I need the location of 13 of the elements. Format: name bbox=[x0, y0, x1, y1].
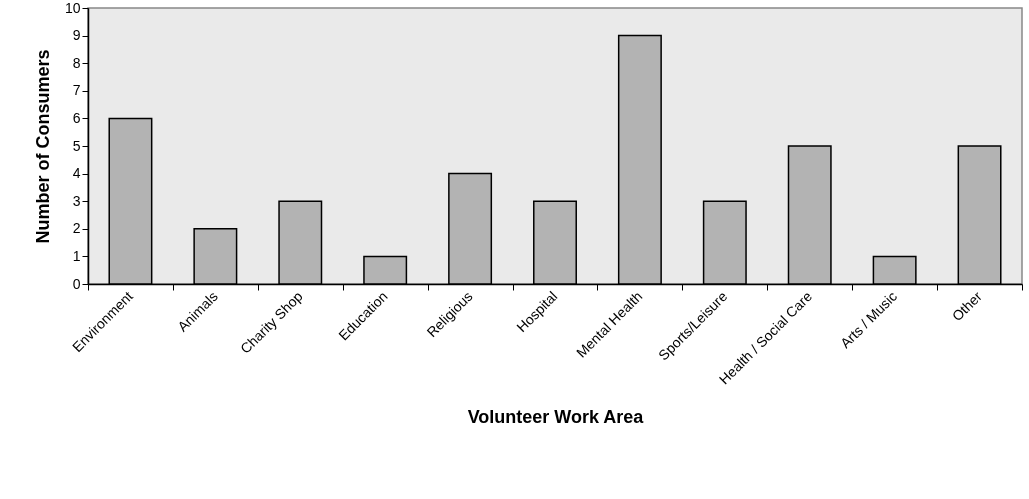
y-tick-label: 10 bbox=[64, 0, 81, 16]
y-tick-label: 7 bbox=[72, 82, 81, 99]
y-axis-title: Number of Consumers bbox=[32, 49, 53, 244]
x-axis-title: Volunteer Work Area bbox=[467, 407, 645, 428]
y-tick-label: 5 bbox=[72, 137, 81, 154]
y-tick-label: 4 bbox=[72, 165, 81, 182]
y-tick-label: 0 bbox=[72, 275, 81, 292]
y-tick-label: 1 bbox=[72, 247, 81, 264]
y-tick-label: 9 bbox=[72, 27, 81, 44]
y-tick-label: 3 bbox=[72, 192, 81, 209]
y-tick-label: 6 bbox=[72, 109, 81, 126]
y-tick-label: 8 bbox=[72, 54, 81, 71]
y-tick-label: 2 bbox=[72, 220, 81, 237]
